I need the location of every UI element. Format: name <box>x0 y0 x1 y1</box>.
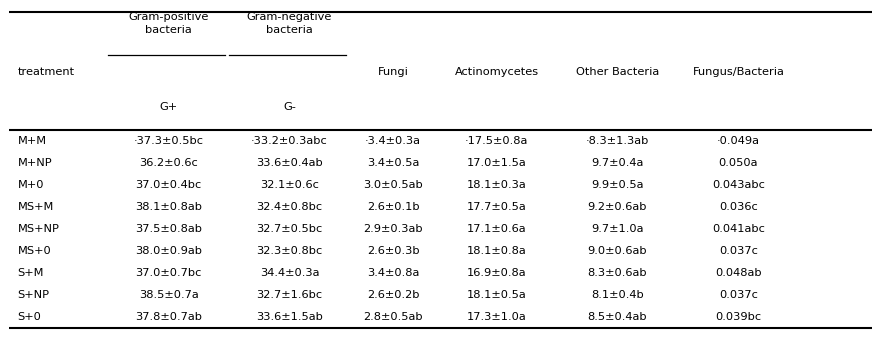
Text: ‧8.3±1.3ab: ‧8.3±1.3ab <box>586 136 649 146</box>
Text: 3.4±0.8a: 3.4±0.8a <box>366 268 419 278</box>
Text: 2.6±0.3b: 2.6±0.3b <box>366 246 419 256</box>
Text: 0.036c: 0.036c <box>719 202 758 212</box>
Text: Gram-negative
bacteria: Gram-negative bacteria <box>247 12 332 35</box>
Text: S+M: S+M <box>18 268 44 278</box>
Text: 37.8±0.7ab: 37.8±0.7ab <box>135 312 202 322</box>
Text: 37.0±0.4bc: 37.0±0.4bc <box>136 180 202 190</box>
Text: M+M: M+M <box>18 136 47 146</box>
Text: 17.1±0.6a: 17.1±0.6a <box>467 224 527 234</box>
Text: 2.9±0.3ab: 2.9±0.3ab <box>363 224 423 234</box>
Text: 32.7±1.6bc: 32.7±1.6bc <box>256 290 322 300</box>
Text: ‧0.049a: ‧0.049a <box>717 136 760 146</box>
Text: ‧37.3±0.5bc: ‧37.3±0.5bc <box>134 136 204 146</box>
Text: 34.4±0.3a: 34.4±0.3a <box>260 268 319 278</box>
Text: 8.3±0.6ab: 8.3±0.6ab <box>588 268 648 278</box>
Text: 9.0±0.6ab: 9.0±0.6ab <box>588 246 648 256</box>
Text: treatment: treatment <box>18 67 75 77</box>
Text: 9.2±0.6ab: 9.2±0.6ab <box>588 202 648 212</box>
Text: 32.4±0.8bc: 32.4±0.8bc <box>256 202 322 212</box>
Text: MS+NP: MS+NP <box>18 224 59 234</box>
Text: S+NP: S+NP <box>18 290 49 300</box>
Text: 32.7±0.5bc: 32.7±0.5bc <box>256 224 322 234</box>
Text: 18.1±0.5a: 18.1±0.5a <box>467 290 527 300</box>
Text: ‧33.2±0.3abc: ‧33.2±0.3abc <box>251 136 328 146</box>
Text: ‧3.4±0.3a: ‧3.4±0.3a <box>365 136 421 146</box>
Text: Actinomycetes: Actinomycetes <box>455 67 538 77</box>
Text: Fungi: Fungi <box>378 67 409 77</box>
Text: Gram-positive
bacteria: Gram-positive bacteria <box>129 12 209 35</box>
Text: 0.050a: 0.050a <box>719 158 759 168</box>
Text: 17.0±1.5a: 17.0±1.5a <box>467 158 527 168</box>
Text: 3.4±0.5a: 3.4±0.5a <box>366 158 419 168</box>
Text: 0.039bc: 0.039bc <box>715 312 761 322</box>
Text: 0.043abc: 0.043abc <box>712 180 765 190</box>
Text: G+: G+ <box>159 102 178 112</box>
Text: Fungus/Bacteria: Fungus/Bacteria <box>692 67 784 77</box>
Text: 8.5±0.4ab: 8.5±0.4ab <box>588 312 648 322</box>
Text: 32.1±0.6c: 32.1±0.6c <box>260 180 319 190</box>
Text: 0.041abc: 0.041abc <box>712 224 765 234</box>
Text: 9.7±1.0a: 9.7±1.0a <box>591 224 644 234</box>
Text: M+0: M+0 <box>18 180 44 190</box>
Text: 37.0±0.7bc: 37.0±0.7bc <box>136 268 202 278</box>
Text: 32.3±0.8bc: 32.3±0.8bc <box>256 246 322 256</box>
Text: MS+0: MS+0 <box>18 246 51 256</box>
Text: 0.037c: 0.037c <box>719 290 758 300</box>
Text: S+0: S+0 <box>18 312 41 322</box>
Text: 0.037c: 0.037c <box>719 246 758 256</box>
Text: 18.1±0.8a: 18.1±0.8a <box>467 246 527 256</box>
Text: MS+M: MS+M <box>18 202 54 212</box>
Text: 2.8±0.5ab: 2.8±0.5ab <box>363 312 423 322</box>
Text: 16.9±0.8a: 16.9±0.8a <box>467 268 527 278</box>
Text: 17.7±0.5a: 17.7±0.5a <box>467 202 527 212</box>
Text: G-: G- <box>283 102 296 112</box>
Text: 8.1±0.4b: 8.1±0.4b <box>591 290 644 300</box>
Text: 2.6±0.1b: 2.6±0.1b <box>366 202 419 212</box>
Text: 38.0±0.9ab: 38.0±0.9ab <box>135 246 202 256</box>
Text: Other Bacteria: Other Bacteria <box>576 67 659 77</box>
Text: 38.1±0.8ab: 38.1±0.8ab <box>135 202 202 212</box>
Text: 33.6±1.5ab: 33.6±1.5ab <box>256 312 322 322</box>
Text: 36.2±0.6c: 36.2±0.6c <box>139 158 198 168</box>
Text: 2.6±0.2b: 2.6±0.2b <box>366 290 419 300</box>
Text: 17.3±1.0a: 17.3±1.0a <box>467 312 527 322</box>
Text: 38.5±0.7a: 38.5±0.7a <box>138 290 198 300</box>
Text: 18.1±0.3a: 18.1±0.3a <box>467 180 527 190</box>
Text: 9.9±0.5a: 9.9±0.5a <box>591 180 644 190</box>
Text: 33.6±0.4ab: 33.6±0.4ab <box>256 158 322 168</box>
Text: 37.5±0.8ab: 37.5±0.8ab <box>135 224 202 234</box>
Text: 0.048ab: 0.048ab <box>715 268 762 278</box>
Text: 9.7±0.4a: 9.7±0.4a <box>591 158 644 168</box>
Text: ‧17.5±0.8a: ‧17.5±0.8a <box>465 136 529 146</box>
Text: 3.0±0.5ab: 3.0±0.5ab <box>363 180 423 190</box>
Text: M+NP: M+NP <box>18 158 52 168</box>
